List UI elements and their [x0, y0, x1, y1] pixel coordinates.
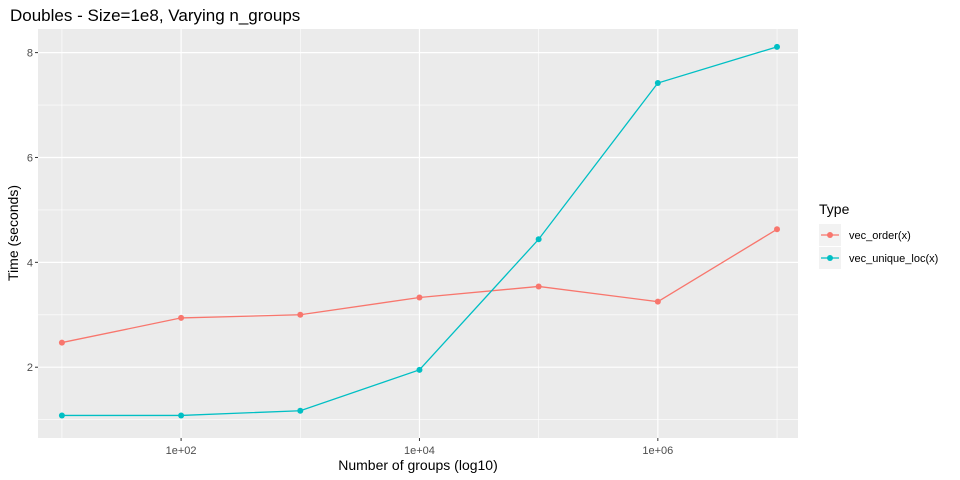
- data-point-series-1: [774, 226, 781, 233]
- data-point-series-1: [416, 294, 423, 301]
- legend: Type vec_order(x) vec_unique_loc(x): [819, 201, 938, 269]
- series-lines: [58, 43, 781, 419]
- x-tick-label: 1e+06: [642, 445, 673, 457]
- data-point-series-2: [58, 412, 65, 419]
- data-point-series-2: [297, 407, 304, 414]
- legend-label: vec_unique_loc(x): [849, 253, 938, 265]
- data-point-series-1: [58, 339, 65, 346]
- y-tick-label: 6: [27, 152, 33, 164]
- y-tick-label: 2: [27, 362, 33, 374]
- legend-label: vec_order(x): [849, 230, 911, 242]
- x-tick-label: 1e+02: [166, 445, 197, 457]
- x-tick-label: 1e+04: [404, 445, 435, 457]
- data-point-series-2: [654, 80, 661, 87]
- x-axis-title: Number of groups (log10): [338, 457, 498, 473]
- y-tick-label: 8: [27, 48, 33, 60]
- legend-key-point: [827, 232, 833, 238]
- data-point-series-2: [774, 43, 781, 50]
- data-point-series-1: [654, 298, 661, 305]
- y-tick-label: 4: [27, 257, 33, 269]
- legend-key-point: [827, 255, 833, 261]
- data-point-series-1: [535, 283, 542, 290]
- data-point-series-2: [535, 236, 542, 243]
- data-point-series-1: [297, 311, 304, 318]
- data-point-series-1: [178, 314, 185, 321]
- data-point-series-2: [416, 366, 423, 373]
- y-axis-title: Time (seconds): [5, 185, 21, 281]
- axis-ticks: 2 4 6 8 1e+02 1e+04 1e+06: [27, 48, 673, 457]
- plot-panel: [38, 29, 798, 438]
- data-point-series-2: [178, 412, 185, 419]
- chart-title: Doubles - Size=1e8, Varying n_groups: [10, 6, 300, 25]
- legend-title: Type: [819, 201, 850, 217]
